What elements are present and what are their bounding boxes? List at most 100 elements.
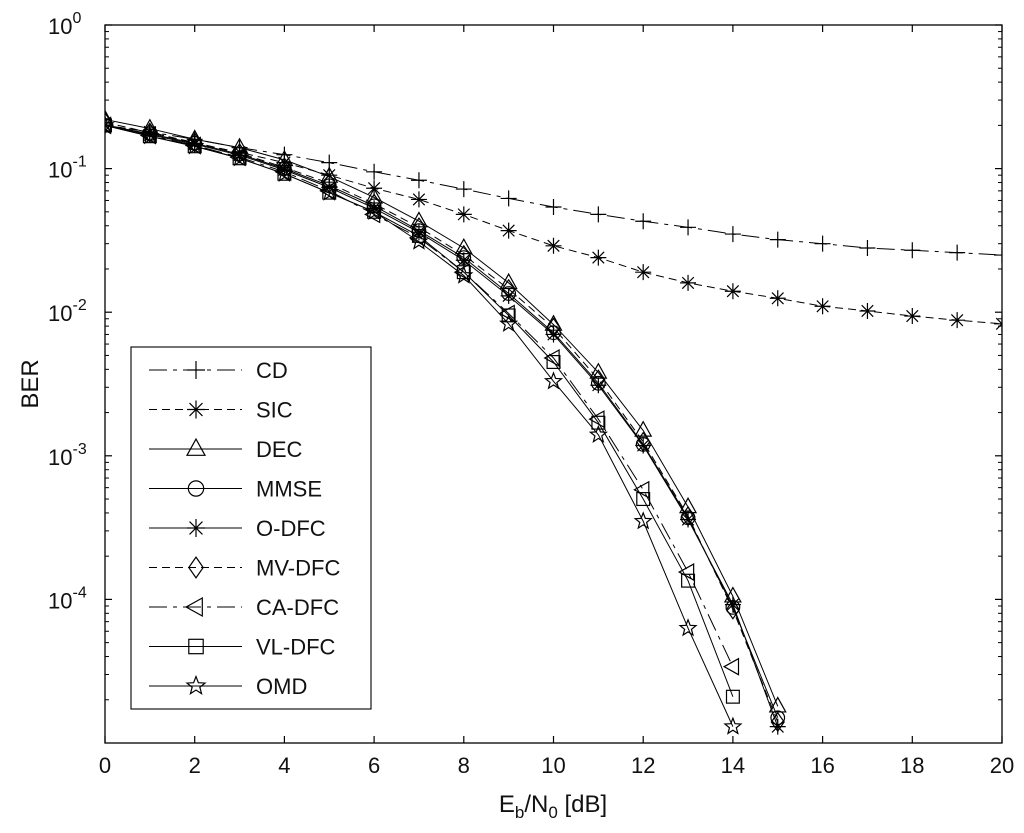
data-point-omd [588, 424, 608, 443]
legend-entry-o-dfc: O-DFC [149, 516, 326, 541]
legend-entry-vl-dfc: VL-DFC [149, 635, 336, 660]
data-point-vl-dfc [636, 492, 651, 507]
legend-label: MMSE [256, 477, 322, 502]
x-axis-title-sub1: b [515, 803, 524, 822]
data-point-o-dfc [141, 126, 158, 143]
data-series [105, 109, 1002, 735]
x-axis-title-base: E [499, 791, 515, 818]
y-tick-label: 10-4 [48, 584, 87, 613]
data-point-mv-dfc [546, 317, 561, 338]
x-tick-label: 6 [368, 753, 380, 778]
data-point-mv-dfc [680, 505, 696, 527]
data-point-omd [229, 148, 250, 167]
data-point-o-dfc [724, 596, 741, 613]
data-point-o-dfc [321, 179, 338, 196]
data-point-sic [814, 298, 831, 315]
data-point-ca-dfc [678, 563, 695, 582]
data-point-ca-dfc [543, 348, 560, 367]
series-line-sic [105, 124, 1002, 325]
legend-marker [187, 400, 205, 419]
data-point-cd [635, 213, 652, 230]
x-tick-label: 10 [541, 753, 565, 778]
data-point-sic [500, 222, 517, 239]
data-point-omd [140, 126, 160, 145]
data-point-omd [723, 716, 743, 735]
series-line-ca-dfc [105, 124, 734, 667]
data-point-omd [319, 182, 339, 201]
x-tick-label: 18 [900, 753, 924, 778]
data-point-omd [543, 371, 564, 390]
data-point-ca-dfc [722, 657, 740, 676]
data-point-sic [769, 290, 786, 307]
x-tick-label: 16 [810, 753, 834, 778]
legend-label: OMD [256, 674, 307, 699]
x-tick-label: 20 [990, 753, 1014, 778]
data-point-mv-dfc [770, 711, 785, 733]
y-tick-label: 10-2 [48, 297, 87, 326]
data-point-o-dfc [276, 161, 293, 178]
data-point-mv-dfc [501, 278, 516, 300]
legend-label: MV-DFC [256, 556, 340, 581]
legend-marker [184, 596, 203, 618]
data-point-ca-dfc [588, 410, 605, 429]
data-point-vl-dfc [591, 415, 606, 430]
y-tick-label: 10-3 [48, 441, 87, 470]
series-line-o-dfc [105, 124, 779, 727]
data-point-sic [724, 283, 741, 300]
data-point-o-dfc [455, 252, 472, 269]
legend-entry-ca-dfc: CA-DFC [149, 595, 339, 620]
data-point-cd [590, 206, 607, 223]
data-point-o-dfc [635, 437, 652, 454]
legend-label: CD [256, 358, 288, 383]
legend-label: CA-DFC [256, 595, 339, 620]
y-axis-title: BER [17, 359, 44, 408]
data-point-o-dfc [769, 718, 786, 735]
x-axis-title-sub2: 0 [548, 803, 557, 822]
data-point-cd [410, 172, 427, 189]
data-point-o-dfc [545, 326, 562, 343]
series-omd [105, 115, 743, 735]
y-tick-label: 100 [48, 10, 81, 39]
x-tick-label: 2 [189, 753, 201, 778]
data-point-omd [678, 618, 698, 637]
data-point-cd [904, 242, 921, 259]
data-point-o-dfc [186, 136, 203, 153]
data-point-omd [499, 313, 519, 332]
x-axis-title-tail: [dB] [558, 791, 607, 818]
data-point-mv-dfc [725, 599, 741, 620]
data-point-dec [634, 420, 653, 437]
y-tick-label: 10-1 [48, 154, 87, 183]
data-point-omd [105, 115, 115, 134]
data-point-sic [635, 264, 652, 281]
x-tick-label: 12 [631, 753, 655, 778]
legend-entry-dec: DEC [149, 437, 303, 462]
data-point-cd [545, 199, 562, 216]
legend-marker [188, 638, 204, 655]
data-point-vl-dfc [232, 151, 247, 166]
data-point-sic [545, 237, 562, 254]
legend-entry-mv-dfc: MV-DFC [149, 556, 340, 581]
x-tick-label: 8 [458, 753, 470, 778]
series-line-mmse [105, 124, 779, 718]
series-line-mv-dfc [105, 121, 779, 723]
data-point-vl-dfc [681, 573, 696, 588]
legend-label: DEC [256, 437, 303, 462]
legend-label: O-DFC [256, 516, 326, 541]
legend-entry-omd: OMD [149, 674, 307, 699]
data-point-vl-dfc [367, 204, 382, 219]
data-point-vl-dfc [105, 118, 112, 133]
data-point-o-dfc [680, 511, 697, 528]
data-point-cd [366, 163, 383, 180]
data-point-sic [680, 274, 697, 291]
data-point-sic [994, 315, 1002, 332]
data-point-mv-dfc [366, 193, 382, 214]
data-point-o-dfc [231, 147, 248, 164]
x-axis-title-mid: /N [524, 791, 548, 818]
legend-marker [185, 674, 207, 696]
data-point-omd [633, 511, 653, 530]
data-point-cd [814, 235, 831, 252]
legend-entry-sic: SIC [149, 398, 293, 423]
data-point-vl-dfc [142, 129, 157, 144]
data-point-cd [994, 247, 1002, 264]
